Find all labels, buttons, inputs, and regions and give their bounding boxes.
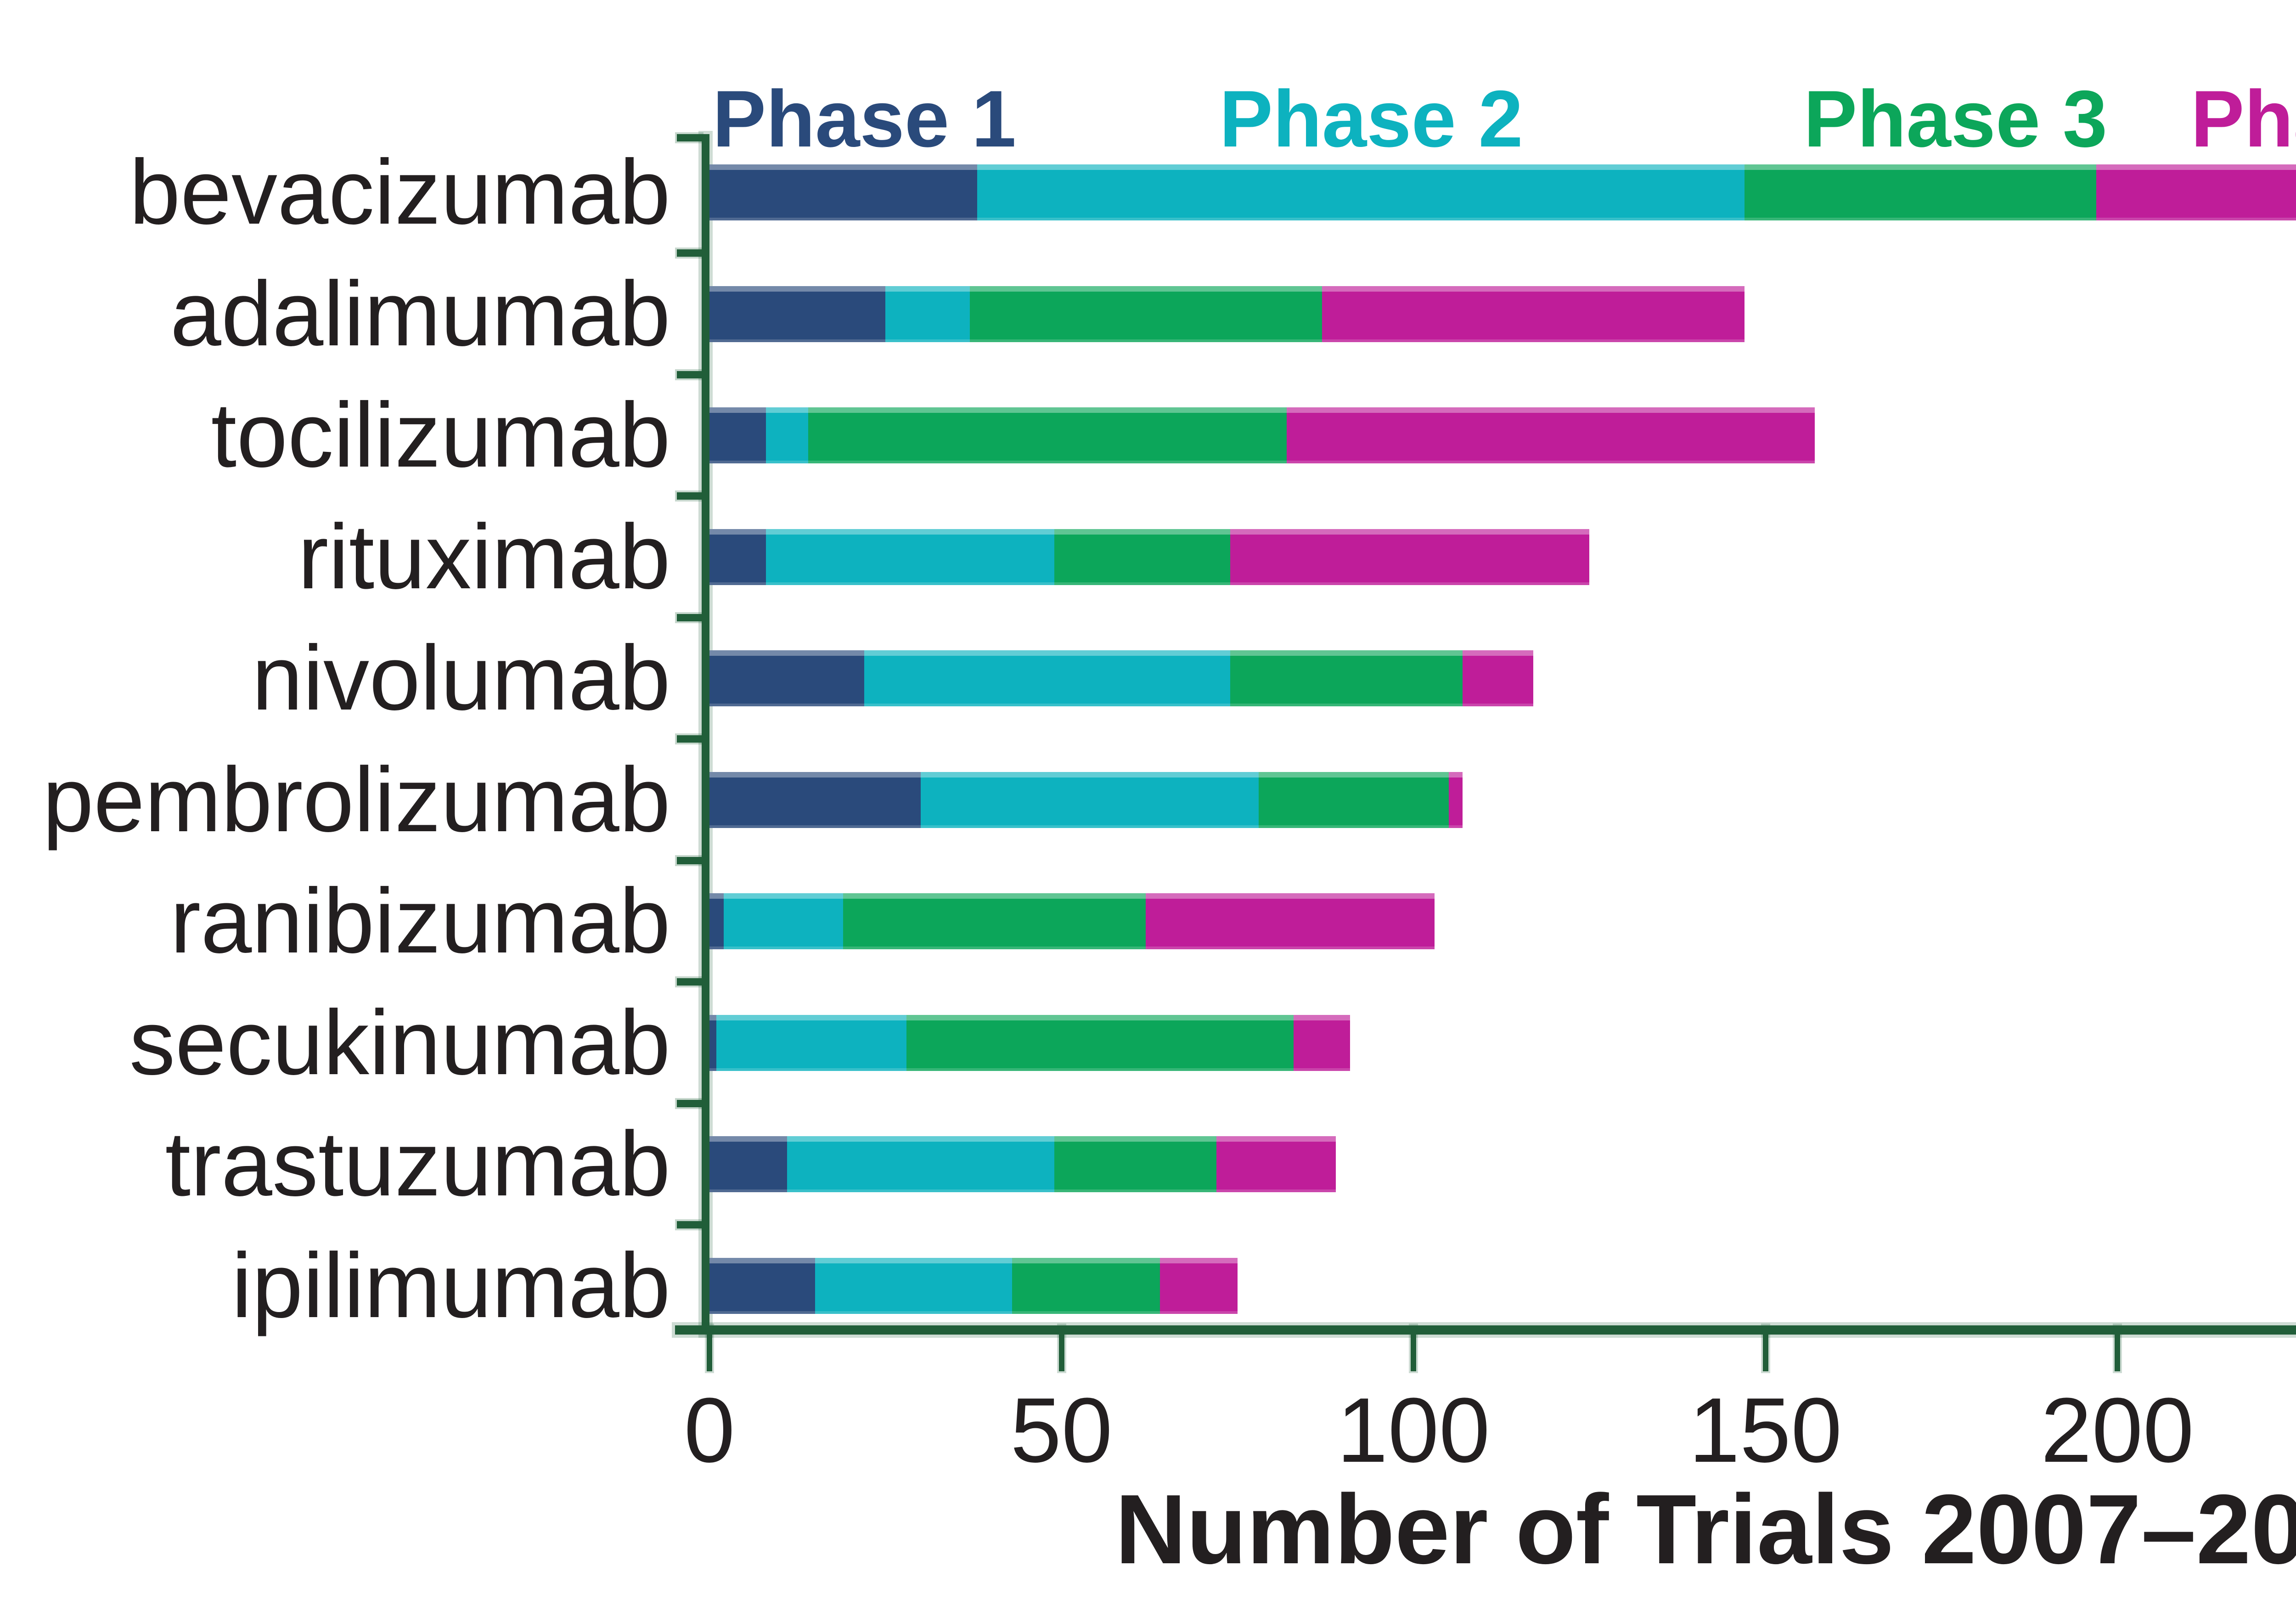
bar-segment-phase-1	[709, 893, 724, 949]
bar-segment-phase-1	[709, 407, 766, 463]
bar-segment-phase-1	[709, 286, 886, 342]
bar-row-pembrolizumab	[709, 772, 1463, 828]
y-axis-category-tick	[677, 978, 702, 986]
bar-segment-phase-1	[709, 772, 921, 828]
bar-segment-phase-2	[885, 286, 970, 342]
x-axis-tick-label-200: 200	[2041, 1379, 2194, 1482]
legend-item-phase-4: Phase 4	[2190, 74, 2296, 164]
bar-segment-phase-3	[1744, 164, 2096, 220]
category-label-pembrolizumab: pembrolizumab	[42, 748, 670, 851]
y-axis-category-tick	[677, 371, 702, 378]
bar-segment-phase-2	[977, 164, 1745, 220]
bar-segment-phase-4	[1146, 893, 1435, 949]
bar-segment-phase-2	[864, 650, 1231, 706]
y-axis-category-tick	[677, 735, 702, 743]
bar-segment-phase-1	[709, 1136, 787, 1192]
y-axis-line	[702, 134, 709, 1335]
bar-segment-phase-3	[970, 286, 1322, 342]
category-label-nivolumab: nivolumab	[252, 627, 670, 729]
x-axis-tick-label-100: 100	[1337, 1379, 1490, 1482]
bar-segment-phase-2	[765, 407, 808, 463]
bar-row-bevacizumab	[709, 164, 2296, 220]
legend-item-phase-1: Phase 1	[712, 74, 1017, 164]
x-axis-tick-label-150: 150	[1688, 1379, 1842, 1482]
category-label-adalimumab: adalimumab	[170, 262, 670, 365]
bar-segment-phase-4	[1322, 286, 1745, 342]
bar-segment-phase-3	[808, 407, 1287, 463]
bar-segment-phase-2	[716, 1014, 907, 1071]
x-axis-tick-100	[1411, 1325, 1416, 1371]
bar-segment-phase-3	[1258, 772, 1449, 828]
bar-row-nivolumab	[709, 650, 1533, 706]
bar-segment-phase-2	[920, 772, 1259, 828]
bar-segment-phase-1	[709, 529, 766, 585]
bar-row-adalimumab	[709, 286, 1745, 342]
bar-segment-phase-2	[765, 529, 1055, 585]
x-axis-tick-label-50: 50	[1010, 1379, 1113, 1482]
bar-segment-phase-2	[787, 1136, 1055, 1192]
category-label-secukinumab: secukinumab	[129, 991, 670, 1094]
bar-segment-phase-3	[1230, 650, 1463, 706]
y-axis-category-tick	[677, 1221, 702, 1229]
bar-segment-phase-1	[709, 164, 977, 220]
y-axis-category-tick	[677, 856, 702, 864]
y-axis-category-tick	[677, 249, 702, 257]
y-axis-category-tick	[677, 614, 702, 621]
bar-segment-phase-3	[1012, 1257, 1160, 1314]
bar-segment-phase-4	[1448, 772, 1463, 828]
category-label-ranibizumab: ranibizumab	[170, 870, 670, 972]
bar-segment-phase-3	[1054, 529, 1231, 585]
legend-item-phase-3: Phase 3	[1803, 74, 2108, 164]
bar-segment-phase-1	[709, 1257, 815, 1314]
bar-segment-phase-2	[723, 893, 844, 949]
bar-segment-phase-4	[1230, 529, 1590, 585]
x-axis-line	[675, 1325, 2296, 1335]
category-label-tocilizumab: tocilizumab	[211, 384, 670, 486]
bar-segment-phase-4	[2096, 164, 2296, 220]
x-axis-tick-200	[2115, 1325, 2120, 1371]
x-axis-title: Number of Trials 2007–2017	[1115, 1474, 2296, 1584]
x-axis-tick-50	[1058, 1325, 1064, 1371]
bar-segment-phase-4	[1287, 407, 1815, 463]
bar-segment-phase-4	[1463, 650, 1533, 706]
legend-item-phase-2: Phase 2	[1219, 74, 1523, 164]
bar-row-ipilimumab	[709, 1257, 1238, 1314]
y-axis-category-tick	[677, 1099, 702, 1107]
bar-row-trastuzumab	[709, 1136, 1336, 1192]
x-axis-tick-0	[707, 1325, 712, 1371]
bar-segment-phase-4	[1216, 1136, 1336, 1192]
bar-segment-phase-3	[1054, 1136, 1216, 1192]
bar-segment-phase-4	[1160, 1257, 1238, 1314]
bar-segment-phase-1	[709, 1014, 717, 1071]
bar-segment-phase-3	[843, 893, 1146, 949]
bar-segment-phase-2	[815, 1257, 1013, 1314]
y-axis-category-tick	[677, 134, 702, 141]
bar-segment-phase-4	[1294, 1014, 1350, 1071]
category-label-rituximab: rituximab	[298, 505, 670, 608]
category-label-bevacizumab: bevacizumab	[129, 141, 670, 243]
bar-row-ranibizumab	[709, 893, 1435, 949]
bar-row-tocilizumab	[709, 407, 1815, 463]
category-label-trastuzumab: trastuzumab	[165, 1113, 671, 1215]
bar-row-rituximab	[709, 529, 1590, 585]
y-axis-category-tick	[677, 492, 702, 500]
bar-row-secukinumab	[709, 1014, 1350, 1071]
bar-segment-phase-3	[906, 1014, 1294, 1071]
x-axis-tick-150	[1762, 1325, 1768, 1371]
x-axis-tick-label-0: 0	[684, 1379, 735, 1482]
category-label-ipilimumab: ipilimumab	[231, 1234, 670, 1337]
bar-segment-phase-1	[709, 650, 865, 706]
